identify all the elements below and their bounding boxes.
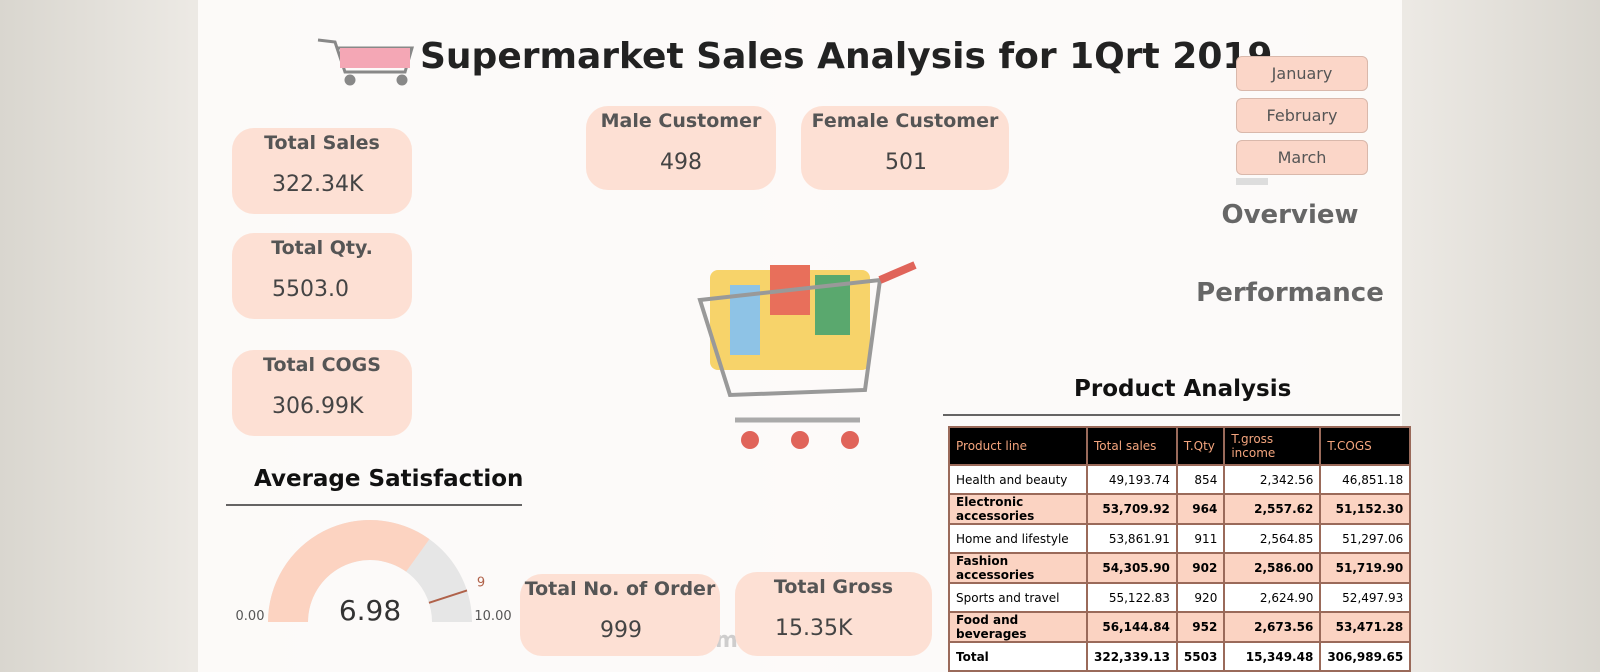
table-cell: 15,349.48 [1223, 641, 1322, 672]
table-row: Fashion accessories 54,305.90 902 2,586.00 5… [948, 552, 1412, 584]
kpi-value: 501 [885, 150, 927, 175]
title: Supermarket Sales Analysis for 1Qrt 2019 [420, 36, 1273, 77]
table-cell: 322,339.13 [1086, 641, 1178, 672]
section-title: Product Analysis [1074, 376, 1292, 402]
shopping-cart [697, 261, 917, 449]
table-cell: 53,471.28 [1319, 611, 1412, 643]
gauge-target-label: 9 [477, 575, 485, 590]
column-header: Total sales [1086, 426, 1178, 466]
gauge-value [268, 520, 430, 622]
table-cell: 911 [1175, 523, 1226, 554]
table-cell: 51,297.06 [1319, 523, 1412, 554]
scrollbar [1236, 178, 1268, 185]
month-filter[interactable]: February [1236, 98, 1368, 133]
kpi-label: Total COGS [263, 354, 381, 376]
product-table: Product line Total sales T.Qty T.gross inco… [948, 426, 1412, 672]
table-cell: 5503 [1175, 641, 1226, 672]
gauge-target [428, 589, 468, 604]
kpi-card: Male Customer 498 [586, 106, 776, 190]
kpi-label: Female Customer [811, 110, 999, 132]
table-cell: Total [948, 641, 1088, 672]
table-cell: Fashion accessories [948, 552, 1088, 584]
kpi-value: 5503.0 [272, 277, 349, 302]
table-cell: 2,342.56 [1223, 464, 1322, 495]
table-cell: 2,624.90 [1223, 582, 1322, 613]
kpi-card: Total Sales 322.34K [232, 128, 412, 214]
table-cell: 55,122.83 [1086, 582, 1178, 613]
table-cell: 920 [1175, 582, 1226, 613]
table-row: Food and beverages 56,144.84 952 2,673.56 53… [948, 611, 1412, 643]
table-row: Electronic accessories 53,709.92 964 2,557.… [948, 493, 1412, 525]
table-cell: 2,586.00 [1223, 552, 1322, 584]
table-cell: Sports and travel [948, 582, 1088, 613]
column-header: Product line [948, 426, 1088, 466]
kpi-value: 306.99K [272, 394, 364, 419]
table-row: Home and lifestyle 53,861.91 911 2,564.85 51… [948, 523, 1412, 554]
table-cell: Home and lifestyle [948, 523, 1088, 554]
section-title: Average Satisfaction [254, 466, 524, 492]
table-cell: 56,144.84 [1086, 611, 1178, 643]
gauge: 6.98 0.00 10.00 9 [236, 520, 512, 627]
column-header: T.gross income [1223, 426, 1322, 466]
table-cell: 306,989.65 [1319, 641, 1412, 672]
table-cell: 964 [1175, 493, 1226, 525]
kpi-value: 322.34K [272, 172, 364, 197]
kpi-card: Female Customer 501 [801, 106, 1009, 190]
table-row: Total 322,339.13 5503 15,349.48 306,989.65 [948, 641, 1412, 672]
gauge-max-label: 10.00 [474, 609, 511, 624]
table-cell: 49,193.74 [1086, 464, 1178, 495]
kpi-card: Total Qty. 5503.0 [232, 233, 412, 319]
kpi-card: Total Gross 15.35K [735, 572, 932, 656]
gauge-value-label: 6.98 [339, 594, 401, 627]
month-filter[interactable]: March [1236, 140, 1368, 175]
table-cell: 854 [1175, 464, 1226, 495]
table-cell: Electronic accessories [948, 493, 1088, 525]
column-header: T.COGS [1319, 426, 1412, 466]
table-wrap: Product line Total sales T.Qty T.gross inco… [948, 426, 1412, 672]
column-header: T.Qty [1175, 426, 1226, 466]
table-cell: 2,564.85 [1223, 523, 1322, 554]
table-cell: Health and beauty [948, 464, 1088, 495]
table-cell: 51,152.30 [1319, 493, 1412, 525]
month-filter[interactable]: January [1236, 56, 1368, 91]
gauge-min-label: 0.00 [236, 609, 265, 624]
cart-icon [317, 38, 414, 86]
kpi-value: 999 [600, 618, 642, 643]
kpi-value: 15.35K [775, 616, 853, 641]
table-cell: 2,673.56 [1223, 611, 1322, 643]
kpi-card: Total No. of Order 999 [520, 574, 720, 656]
table-cell: 52,497.93 [1319, 582, 1412, 613]
nav-button[interactable]: Overview [1221, 200, 1359, 230]
kpi-label: Male Customer [600, 110, 762, 132]
table-cell: 53,861.91 [1086, 523, 1178, 554]
table-row: Health and beauty 49,193.74 854 2,342.56 46,… [948, 464, 1412, 495]
table-cell: 54,305.90 [1086, 552, 1178, 584]
kpi-card: Total COGS 306.99K [232, 350, 412, 436]
table-cell: 53,709.92 [1086, 493, 1178, 525]
kpi-label: Total No. of Order [524, 578, 716, 600]
nav-button[interactable]: Performance [1196, 278, 1384, 308]
table-cell: 51,719.90 [1319, 552, 1412, 584]
table-cell: 902 [1175, 552, 1226, 584]
header-row: Product line Total sales T.Qty T.gross inco… [948, 426, 1412, 466]
kpi-label: Total Qty. [271, 237, 373, 259]
table-cell: Food and beverages [948, 611, 1088, 643]
table-cell: 952 [1175, 611, 1226, 643]
kpi-value: 498 [660, 150, 702, 175]
table-cell: 2,557.62 [1223, 493, 1322, 525]
table-cell: 46,851.18 [1319, 464, 1412, 495]
table-row: Sports and travel 55,122.83 920 2,624.90 52,… [948, 582, 1412, 613]
kpi-label: Total Sales [264, 132, 380, 154]
kpi-label: Total Gross [773, 576, 894, 598]
